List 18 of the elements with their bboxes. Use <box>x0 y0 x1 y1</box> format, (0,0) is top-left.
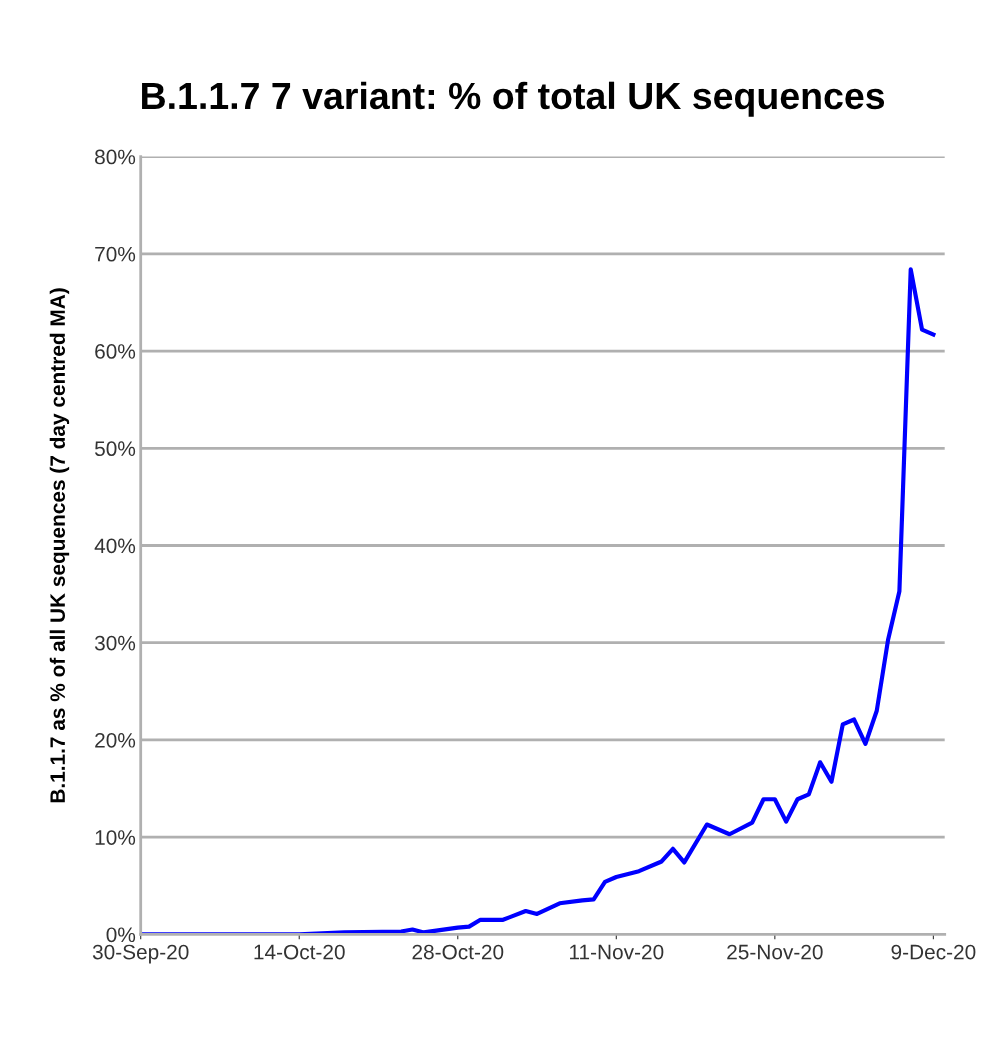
y-tick-label: 0% <box>106 927 136 943</box>
y-tick-label: 30% <box>94 635 136 651</box>
chart-title: B.1.1.7 7 variant: % of total UK sequences <box>142 81 885 117</box>
y-tick-label: 20% <box>95 732 136 748</box>
y-tick-label: 40% <box>94 538 136 554</box>
x-tick-label: 9-Dec-20 <box>891 944 976 960</box>
y-tick-label: 50% <box>94 441 136 457</box>
x-tick-label: 28-Oct-20 <box>412 944 504 960</box>
x-tick-label: 11-Nov-20 <box>570 944 664 960</box>
y-tick-label: 60% <box>95 344 136 359</box>
x-tick-label: 14-Oct-20 <box>254 944 345 960</box>
x-tick-label: 30-Sep-20 <box>92 944 189 964</box>
x-tick-label: 25-Nov-20 <box>727 944 823 960</box>
line-series <box>140 267 936 935</box>
y-tick-label: 80% <box>95 149 136 165</box>
y-tick-label: 70% <box>95 246 136 262</box>
y-axis-title: B.1.1.7 as % of all UK sequences (7 day centred MA) <box>49 288 70 803</box>
y-tick-label: 10% <box>95 830 136 845</box>
